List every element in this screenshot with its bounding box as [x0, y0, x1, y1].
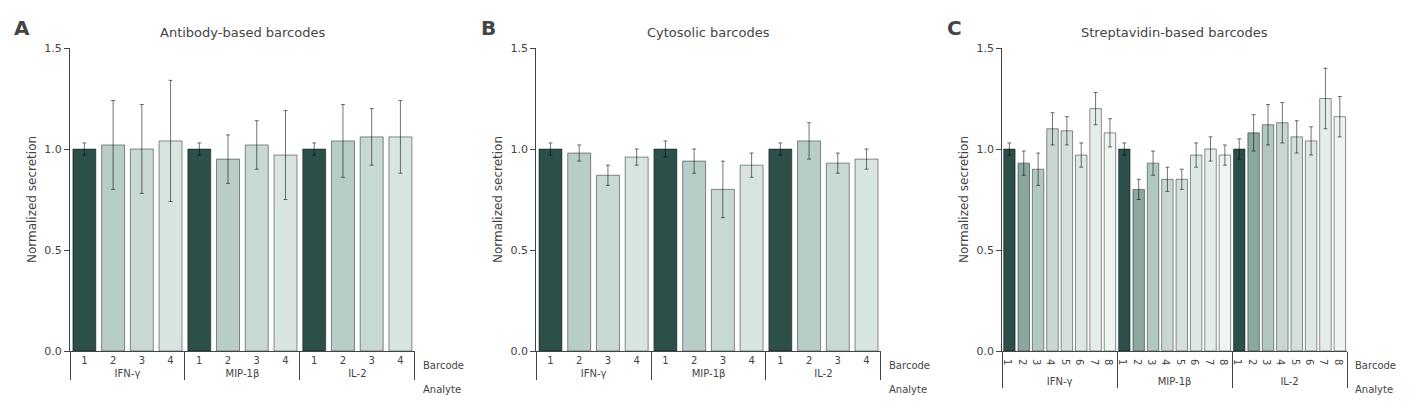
svg-text:7: 7 [1318, 359, 1329, 365]
svg-text:IL-2: IL-2 [814, 368, 832, 379]
svg-text:1.5: 1.5 [510, 42, 528, 55]
svg-text:5: 5 [1290, 359, 1301, 365]
svg-text:0.5: 0.5 [510, 244, 528, 257]
svg-text:1.5: 1.5 [44, 42, 62, 55]
svg-text:4: 4 [282, 355, 288, 366]
svg-text:2: 2 [110, 355, 116, 366]
svg-text:1.0: 1.0 [510, 143, 528, 156]
svg-text:4: 4 [633, 355, 639, 366]
svg-text:3: 3 [1031, 359, 1042, 365]
svg-text:1.0: 1.0 [977, 143, 995, 156]
svg-text:8: 8 [1218, 359, 1229, 365]
svg-text:1: 1 [311, 355, 317, 366]
svg-text:2: 2 [340, 355, 346, 366]
svg-text:Analyte: Analyte [889, 384, 927, 395]
svg-text:MIP-1β: MIP-1β [692, 368, 726, 379]
svg-text:3: 3 [1261, 359, 1272, 365]
svg-text:IL-2: IL-2 [348, 368, 366, 379]
svg-text:4: 4 [1160, 359, 1171, 365]
svg-text:MIP-1β: MIP-1β [1158, 376, 1192, 387]
svg-text:4: 4 [1045, 359, 1056, 365]
svg-text:3: 3 [605, 355, 611, 366]
svg-text:Barcode: Barcode [889, 360, 930, 371]
svg-text:Streptavidin-based barcodes: Streptavidin-based barcodes [1081, 25, 1268, 40]
svg-text:IFN-γ: IFN-γ [115, 368, 141, 379]
svg-text:1.5: 1.5 [977, 42, 995, 55]
svg-text:2: 2 [225, 355, 231, 366]
svg-text:0.0: 0.0 [510, 345, 528, 358]
svg-text:B: B [481, 16, 496, 40]
svg-text:4: 4 [1275, 359, 1286, 365]
svg-text:4: 4 [397, 355, 403, 366]
svg-text:Analyte: Analyte [1355, 384, 1393, 395]
svg-text:3: 3 [254, 355, 260, 366]
svg-text:7: 7 [1204, 359, 1215, 365]
svg-text:Normalized secretion: Normalized secretion [957, 136, 971, 263]
svg-text:4: 4 [167, 355, 173, 366]
svg-text:1: 1 [196, 355, 202, 366]
svg-text:Barcode: Barcode [423, 360, 464, 371]
svg-text:1: 1 [1232, 359, 1243, 365]
svg-text:IFN-γ: IFN-γ [581, 368, 607, 379]
svg-text:7: 7 [1089, 359, 1100, 365]
svg-text:5: 5 [1060, 359, 1071, 365]
svg-text:Antibody-based barcodes: Antibody-based barcodes [160, 25, 325, 40]
svg-text:IFN-γ: IFN-γ [1047, 376, 1073, 387]
svg-text:0.0: 0.0 [977, 345, 995, 358]
svg-text:2: 2 [1017, 359, 1028, 365]
svg-text:3: 3 [1146, 359, 1157, 365]
svg-text:1: 1 [777, 355, 783, 366]
svg-text:0.5: 0.5 [44, 244, 62, 257]
svg-text:1.0: 1.0 [44, 143, 62, 156]
svg-text:6: 6 [1304, 359, 1315, 365]
svg-text:1: 1 [547, 355, 553, 366]
svg-text:3: 3 [720, 355, 726, 366]
svg-text:1: 1 [1002, 359, 1013, 365]
svg-text:3: 3 [139, 355, 145, 366]
svg-text:8: 8 [1103, 359, 1114, 365]
svg-text:1: 1 [662, 355, 668, 366]
svg-text:Normalized secretion: Normalized secretion [25, 136, 39, 263]
svg-text:0.5: 0.5 [977, 244, 995, 257]
svg-text:6: 6 [1074, 359, 1085, 365]
svg-text:2: 2 [806, 355, 812, 366]
svg-text:2: 2 [691, 355, 697, 366]
svg-text:6: 6 [1189, 359, 1200, 365]
svg-text:2: 2 [576, 355, 582, 366]
svg-text:MIP-1β: MIP-1β [226, 368, 260, 379]
svg-text:0.0: 0.0 [44, 345, 62, 358]
svg-text:Cytosolic barcodes: Cytosolic barcodes [647, 25, 770, 40]
svg-text:4: 4 [863, 355, 869, 366]
svg-text:1: 1 [1117, 359, 1128, 365]
svg-text:5: 5 [1175, 359, 1186, 365]
svg-text:C: C [947, 16, 962, 40]
svg-text:2: 2 [1247, 359, 1258, 365]
svg-text:4: 4 [748, 355, 754, 366]
svg-text:1: 1 [81, 355, 87, 366]
svg-text:Barcode: Barcode [1355, 360, 1396, 371]
svg-text:A: A [14, 16, 30, 40]
svg-text:3: 3 [369, 355, 375, 366]
svg-text:8: 8 [1333, 359, 1344, 365]
svg-text:3: 3 [835, 355, 841, 366]
svg-text:2: 2 [1132, 359, 1143, 365]
svg-text:Analyte: Analyte [423, 384, 461, 395]
svg-text:Normalized secretion: Normalized secretion [491, 136, 505, 263]
svg-text:IL-2: IL-2 [1280, 376, 1298, 387]
